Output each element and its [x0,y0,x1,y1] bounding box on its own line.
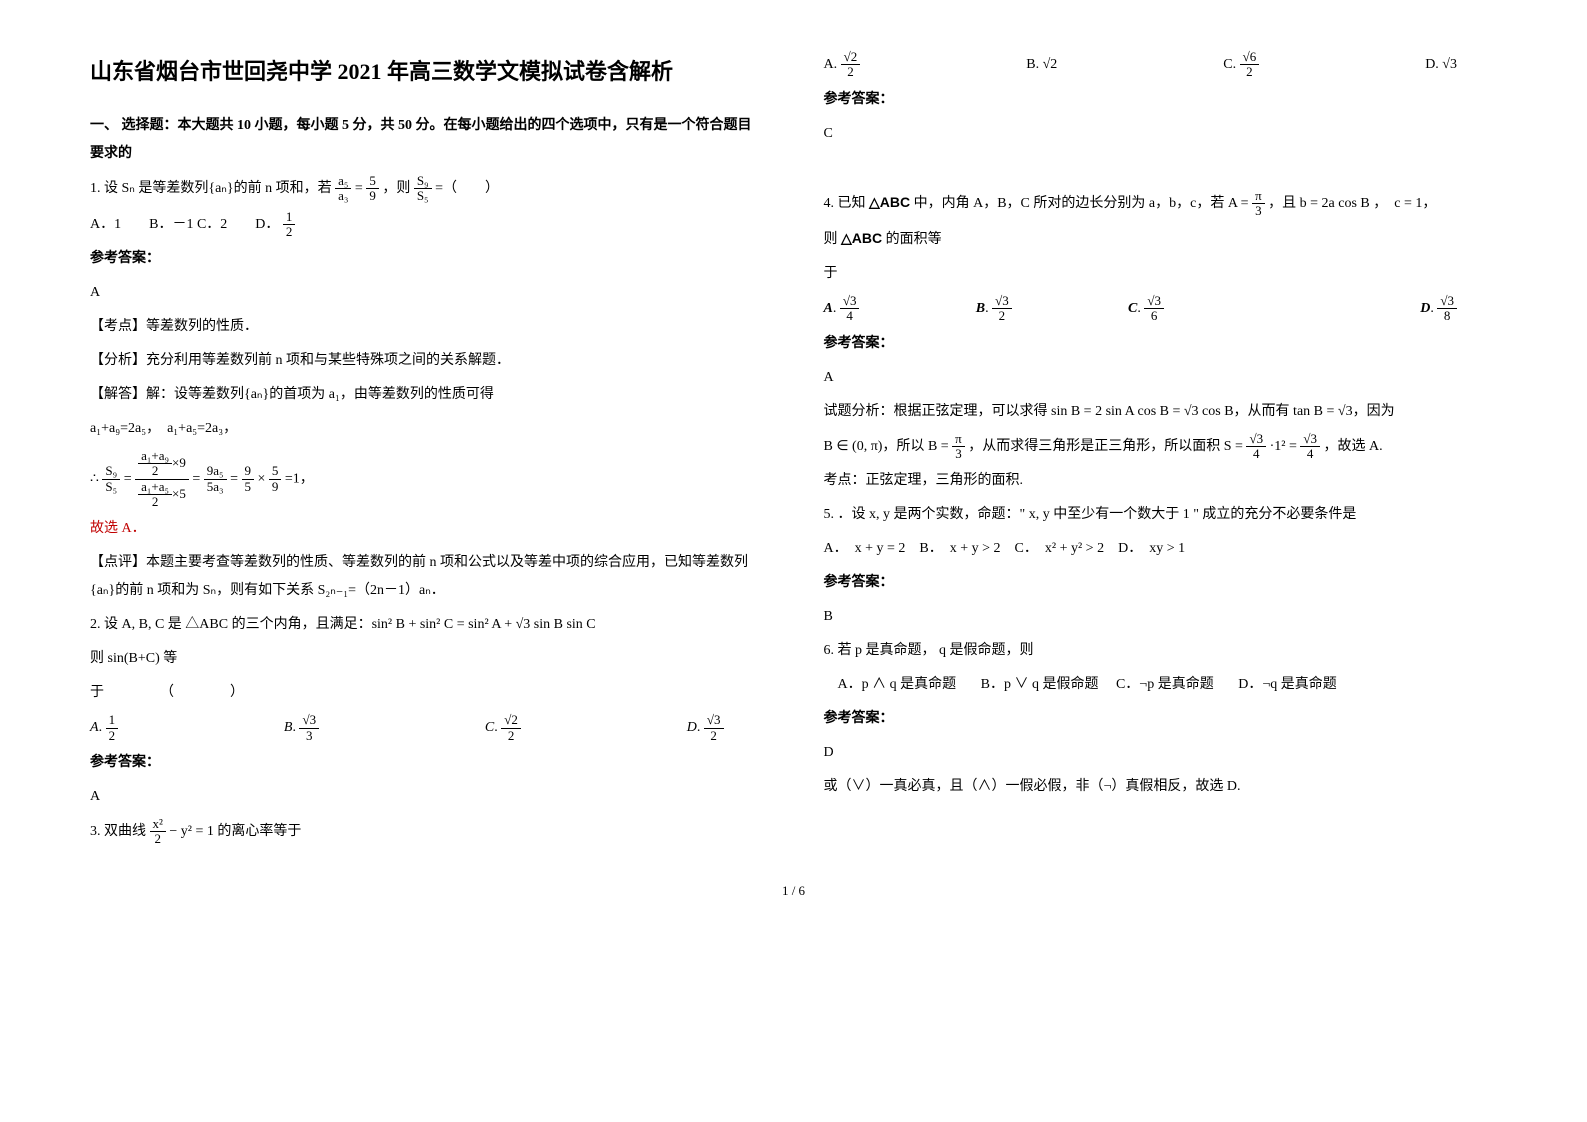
q6-answer: D [824,739,1498,767]
q6-stem: 6. 若 p 是真命题， q 是假命题，则 [824,637,1498,665]
q1-stem: 1. 设 Sₙ 是等差数列{aₙ}的前 n 项和，若 a₅a₃ = 59 ，则 … [90,174,764,204]
q3-answer: C [824,120,1498,148]
q2-line3: 于 （ ） [90,679,764,707]
q6-exp: 或（∨）一真必真，且（∧）一假必假，非（¬）真假相反，故选 D. [824,773,1498,801]
q4-answer: A [824,364,1498,392]
answer-label: 参考答案： [824,569,1498,597]
q1-options: A．1 B．－1 C．2 D． 12 [90,210,764,240]
q3-options: A. √22 B. √2 C. √62 D. √3 [824,50,1498,80]
answer-label: 参考答案： [824,86,1498,114]
q4-fx1: 试题分析：根据正弦定理，可以求得 sin B = 2 sin A cos B =… [824,398,1498,426]
q1-fenxi: 【分析】充分利用等差数列前 n 项和与某些特殊项之间的关系解题． [90,347,764,375]
q4-stem: 4. 已知 △ABC 中，内角 A，B，C 所对的边长分别为 a，b，c，若 A… [824,188,1498,219]
q1-dianping: 【点评】本题主要考查等差数列的性质、等差数列的前 n 项和公式以及等差中项的综合… [90,549,764,605]
q1-answer: A [90,279,764,307]
q6-options: A．p ∧ q 是真命题 B．p ∨ q 是假命题 C．¬p 是真命题 D．¬q… [824,671,1498,699]
doc-title: 山东省烟台市世回尧中学 2021 年高三数学文模拟试卷含解析 [90,50,764,94]
q4-line3: 于 [824,260,1498,288]
q1-derivation: ∴ S₉S₅ = a₁+a₉2×9 a₁+a₅2×5 = 9a₅5a₃ = 95… [90,449,764,509]
q1-line: a₁+a₉=2a₅， a₁+a₅=2a₃， [90,415,764,443]
answer-label: 参考答案： [90,245,764,273]
q2-options: A. 12 B. √33 C. √22 D. √32 [90,713,764,743]
q5-options: A． x + y = 2 B． x + y > 2 C． x² + y² > 2… [824,535,1498,563]
q5-stem: 5. ．设 x, y 是两个实数，命题：" x, y 中至少有一个数大于 1 "… [824,501,1498,529]
q2-stem: 2. 设 A, B, C 是 △ABC 的三个内角，且满足：sin² B + s… [90,611,764,639]
q2-answer: A [90,783,764,811]
q1-pick: 故选 A． [90,515,764,543]
answer-label: 参考答案： [824,705,1498,733]
q1-kaodian: 【考点】等差数列的性质． [90,313,764,341]
q4-line2: 则 △ABC 的面积等 [824,224,1498,254]
q4-fx2: B ∈ (0, π)，所以 B = π3 ，从而求得三角形是正三角形，所以面积 … [824,432,1498,462]
answer-label: 参考答案： [90,749,764,777]
right-column: A. √22 B. √2 C. √62 D. √3 参考答案： C 4. 已知 … [824,50,1498,853]
page-footer: 1 / 6 [0,883,1587,899]
q4-options: A. √34 B. √32 C. √36 D. √38 [824,294,1498,324]
answer-label: 参考答案： [824,330,1498,358]
section-heading: 一、 选择题：本大题共 10 小题，每小题 5 分，共 50 分。在每小题给出的… [90,112,764,168]
left-column: 山东省烟台市世回尧中学 2021 年高三数学文模拟试卷含解析 一、 选择题：本大… [90,50,764,853]
q3-stem: 3. 双曲线 x²2 − y² = 1 的离心率等于 [90,817,764,847]
q5-answer: B [824,603,1498,631]
q4-kd: 考点：正弦定理，三角形的面积. [824,467,1498,495]
q2-line2: 则 sin(B+C) 等 [90,645,764,673]
q1-jieda: 【解答】解：设等差数列{aₙ}的首项为 a₁，由等差数列的性质可得 [90,381,764,409]
